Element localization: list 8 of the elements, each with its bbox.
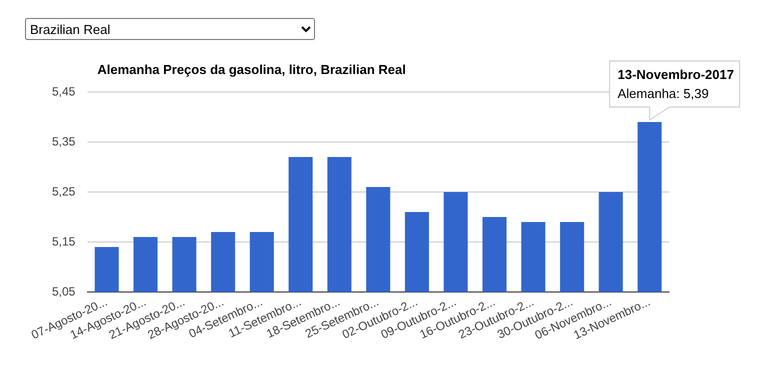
- y-tick-label: 5,45: [52, 84, 76, 98]
- chart-title: Alemanha Preços da gasolina, litro, Brazilian Real: [97, 62, 406, 77]
- currency-dropdown: Brazilian Real: [25, 18, 315, 40]
- y-tick-label: 5,25: [52, 184, 76, 198]
- y-tick-label: 5,15: [52, 234, 76, 248]
- y-tick-label: 5,35: [52, 134, 76, 148]
- y-tick-label: 5,05: [52, 284, 76, 298]
- annotation: 13-Novembro-2017 Alemanha: 5,39: [618, 67, 734, 101]
